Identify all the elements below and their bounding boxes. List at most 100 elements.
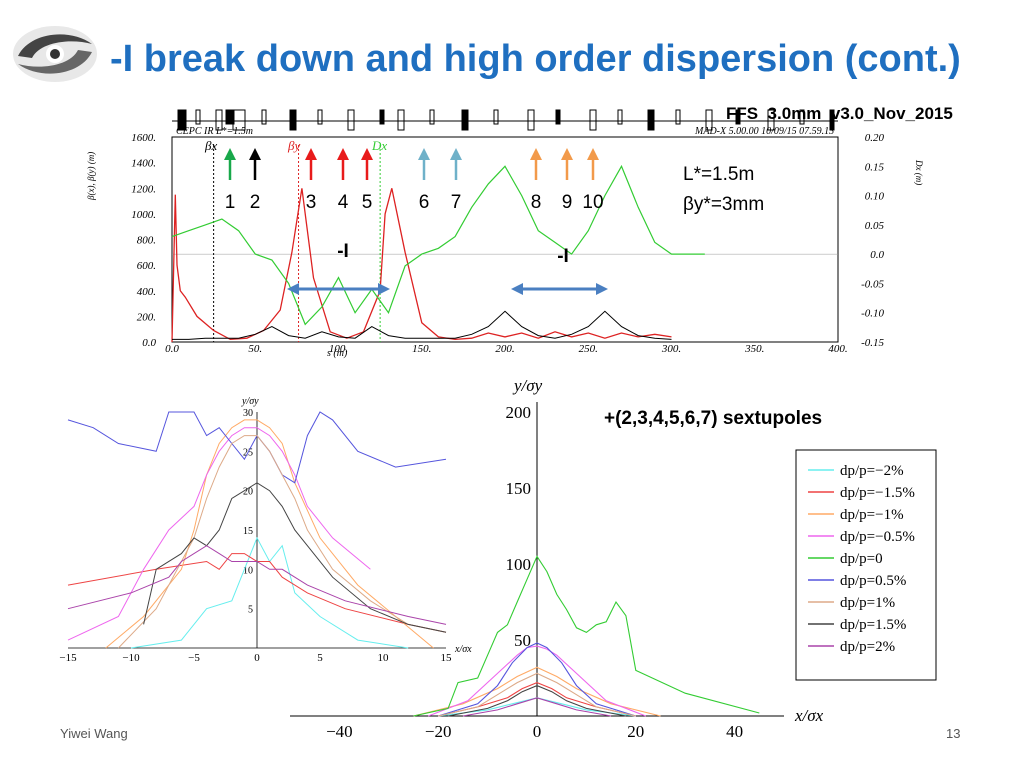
legend-entry: dp/p=2%	[840, 639, 895, 655]
lattice-magnet	[261, 109, 267, 125]
dispersion-line	[171, 164, 705, 326]
legend-entry: dp/p=0	[840, 551, 883, 567]
sextupole-number: 4	[338, 192, 349, 213]
lattice-magnet	[461, 109, 469, 131]
lattice-magnet	[829, 109, 835, 131]
lattice-magnet	[705, 109, 713, 131]
lattice-magnet	[347, 109, 355, 131]
lattice-magnet	[493, 109, 499, 125]
optics-x-tick: 250.	[579, 343, 598, 355]
lattice-magnet	[589, 109, 597, 131]
left-x-label: x/σx	[454, 644, 472, 655]
sextupole-number: 2	[250, 192, 261, 213]
legend-entry: dp/p=−1%	[840, 507, 904, 523]
sextupole-number: 7	[451, 192, 462, 213]
left-x-tick: 0	[254, 652, 260, 664]
lattice-magnet	[735, 109, 741, 125]
param-lstar: L*=1.5m	[683, 164, 755, 185]
lattice-magnet	[675, 109, 681, 125]
sextupole-arrow-head	[418, 148, 430, 160]
left-y-tick: 20	[243, 487, 253, 498]
beta-x-line	[171, 188, 672, 343]
legend-entry: dp/p=−0.5%	[840, 529, 915, 545]
sextupole-arrow-head	[337, 148, 349, 160]
optics-y-tick-right: 0.20	[865, 132, 885, 144]
sextupole-arrow-head	[530, 148, 542, 160]
left-y-tick: 5	[248, 605, 253, 616]
sextupole-arrow-head	[587, 148, 599, 160]
optics-y-tick-right: 0.15	[865, 161, 885, 173]
right-series-line-1	[438, 682, 636, 717]
lattice-magnet	[397, 109, 405, 131]
sextupole-number: 10	[582, 192, 603, 213]
lattice-magnet	[317, 109, 323, 125]
left-x-tick: −15	[59, 652, 77, 664]
optics-y-tick-right: 0.10	[865, 191, 885, 203]
right-x-tick: 40	[726, 722, 743, 741]
slide-title: -I break down and high order dispersion …	[110, 38, 961, 80]
optics-y-tick-left: 400.	[137, 286, 156, 298]
right-y-tick: 150	[506, 479, 532, 498]
right-x-tick: −40	[326, 722, 353, 741]
left-series-line-6	[143, 482, 447, 633]
left-x-tick: −5	[188, 652, 200, 664]
lattice-magnet	[555, 109, 561, 125]
right-series-line-4	[413, 555, 760, 717]
optics-header-right: MAD-X 5.00.00 10/09/15 07.59.13	[694, 126, 834, 137]
optics-x-tick: 0.0	[165, 343, 179, 355]
optics-x-tick: 50.	[248, 343, 262, 355]
lattice-magnet	[647, 109, 655, 131]
optics-y-tick-left: 200.	[137, 311, 156, 323]
file-label: FFS_3.0mm_v3.0_Nov_2015	[726, 104, 953, 123]
optics-y-tick-left: 1000.	[131, 209, 156, 221]
legend-entry: dp/p=1.5%	[840, 617, 906, 633]
sextupole-arrow-head	[249, 148, 261, 160]
parameter-box: L*=1.5m βy*=3mm	[683, 160, 764, 220]
optics-x-tick: 150.	[412, 343, 431, 355]
right-y-tick: 50	[514, 631, 531, 650]
left-y-tick: 10	[243, 565, 253, 576]
legend-beta-x: βx	[204, 138, 217, 153]
minus-i-span-1-right-head	[378, 283, 390, 295]
legend-dx: Dx	[371, 138, 387, 153]
left-series-line-4	[67, 411, 447, 484]
sextupole-arrow-head	[305, 148, 317, 160]
right-series-line-2	[413, 666, 661, 717]
optics-x-label: s (m)	[327, 348, 348, 359]
optics-y-tick-right: -0.10	[861, 308, 884, 320]
sextupole-arrow-head	[224, 148, 236, 160]
sextupole-arrow-head	[561, 148, 573, 160]
right-x-tick: 20	[627, 722, 644, 741]
lattice-magnet	[429, 109, 435, 125]
optics-x-tick: 200.	[495, 343, 514, 355]
optics-y-tick-left: 0.0	[142, 337, 156, 349]
right-y-tick: 200	[506, 403, 532, 422]
minus-i-span-2-right-head	[596, 283, 608, 295]
lattice-magnet	[767, 109, 775, 131]
optics-y-tick-left: 1200.	[131, 183, 156, 195]
lattice-magnet	[215, 109, 223, 131]
optics-x-tick: 400.	[828, 343, 847, 355]
optics-x-tick: 300.	[661, 343, 681, 355]
lattice-magnet	[177, 109, 187, 131]
legend-entry: dp/p=−1.5%	[840, 485, 915, 501]
optics-y-tick-right: -0.15	[861, 337, 884, 349]
sextupole-number: 1	[225, 192, 236, 213]
left-series-line-7	[67, 545, 447, 625]
optics-y-label-right: Dx (m)	[914, 159, 924, 185]
left-y-label: y/σy	[241, 396, 259, 407]
lattice-magnet	[225, 109, 235, 125]
lattice-magnet	[527, 109, 535, 131]
right-x-tick: 0	[533, 722, 542, 741]
minus-i-label-1: -I	[337, 241, 349, 262]
sextupole-number: 5	[362, 192, 373, 213]
optics-x-tick: 350.	[744, 343, 764, 355]
lattice-magnet	[379, 109, 385, 125]
minus-i-span-2-left-head	[511, 283, 523, 295]
right-y-label: y/σy	[512, 376, 543, 395]
lattice-magnet	[232, 109, 246, 131]
lattice-magnet	[799, 109, 805, 125]
sextupole-number: 3	[306, 192, 317, 213]
optics-y-tick-right: -0.05	[861, 278, 884, 290]
